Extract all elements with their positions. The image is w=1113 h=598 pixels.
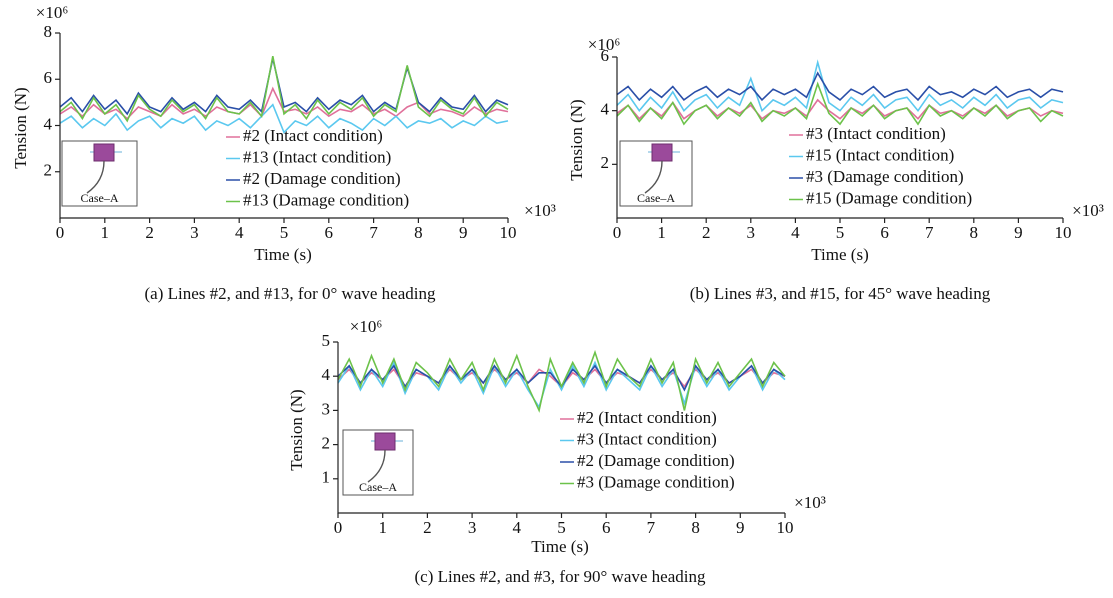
y-tick-label: 2 [322, 434, 331, 453]
y-axis-label: Tension (N) [567, 99, 586, 180]
x-tick-label: 1 [657, 223, 666, 242]
legend-label: #3 (Damage condition) [577, 472, 735, 491]
x-tick-label: 4 [235, 223, 244, 242]
inset-mooring [644, 160, 663, 194]
x-tick-label: 10 [500, 223, 517, 242]
y-multiplier: ×10⁶ [36, 3, 69, 22]
x-tick-label: 5 [557, 518, 566, 537]
legend-label: #13 (Damage condition) [243, 190, 409, 209]
x-tick-label: 7 [647, 518, 656, 537]
y-tick-label: 1 [322, 468, 331, 487]
y-tick-label: 4 [44, 114, 53, 133]
x-tick-label: 1 [378, 518, 387, 537]
legend-label: #2 (Damage condition) [243, 169, 401, 188]
x-tick-label: 3 [747, 223, 756, 242]
x-multiplier: ×10³ [524, 201, 556, 220]
y-tick-label: 5 [322, 331, 331, 350]
inset-platform [651, 143, 673, 162]
x-tick-label: 8 [691, 518, 700, 537]
inset-label: Case–A [359, 480, 397, 494]
legend-label: #2 (Intact condition) [243, 126, 383, 145]
y-multiplier: ×10⁶ [350, 317, 383, 336]
series-line [59, 55, 509, 123]
x-multiplier: ×10³ [1072, 201, 1104, 220]
y-tick-label: 6 [44, 68, 53, 87]
legend-label: #15 (Intact condition) [806, 145, 954, 164]
legend-label: #3 (Intact condition) [806, 124, 946, 143]
x-tick-label: 8 [970, 223, 979, 242]
x-tick-label: 9 [736, 518, 745, 537]
x-axis-label: Time (s) [254, 245, 311, 264]
x-tick-label: 10 [1055, 223, 1072, 242]
y-tick-label: 4 [601, 100, 610, 119]
x-tick-label: 7 [369, 223, 378, 242]
x-tick-label: 9 [1014, 223, 1023, 242]
legend-label: #3 (Intact condition) [577, 429, 717, 448]
inset-label: Case–A [637, 191, 675, 205]
series-line [616, 59, 1064, 113]
x-tick-label: 2 [423, 518, 432, 537]
series-line [59, 58, 509, 116]
x-axis-label: Time (s) [531, 537, 588, 556]
y-tick-label: 2 [601, 153, 610, 172]
x-tick-label: 5 [280, 223, 289, 242]
inset-platform [93, 143, 115, 162]
y-multiplier: ×10⁶ [588, 35, 621, 54]
series-line [616, 81, 1064, 126]
x-tick-label: 3 [190, 223, 199, 242]
x-tick-label: 0 [56, 223, 65, 242]
legend-label: #3 (Damage condition) [806, 167, 964, 186]
legend-label: #13 (Intact condition) [243, 147, 391, 166]
x-tick-label: 4 [791, 223, 800, 242]
x-tick-label: 2 [145, 223, 154, 242]
series-line [616, 71, 1064, 102]
x-tick-label: 6 [880, 223, 889, 242]
y-tick-label: 4 [322, 365, 331, 384]
y-tick-label: 2 [44, 161, 53, 180]
x-tick-label: 4 [513, 518, 522, 537]
x-tick-label: 0 [334, 518, 343, 537]
y-tick-label: 8 [44, 22, 53, 41]
inset-mooring [367, 449, 386, 483]
y-tick-label: 6 [601, 46, 610, 65]
x-tick-label: 9 [459, 223, 468, 242]
y-tick-label: 3 [322, 399, 331, 418]
y-axis-label: Tension (N) [287, 389, 306, 470]
x-tick-label: 8 [414, 223, 423, 242]
series-line [337, 360, 786, 409]
legend-label: #2 (Damage condition) [577, 451, 735, 470]
x-tick-label: 6 [325, 223, 334, 242]
legend-label: #2 (Intact condition) [577, 408, 717, 427]
caption: (a) Lines #2, and #13, for 0° wave headi… [145, 284, 436, 303]
x-tick-label: 2 [702, 223, 711, 242]
x-tick-label: 10 [777, 518, 794, 537]
y-axis-label: Tension (N) [11, 87, 30, 168]
x-tick-label: 1 [101, 223, 110, 242]
x-tick-label: 5 [836, 223, 845, 242]
x-tick-label: 0 [613, 223, 622, 242]
x-tick-label: 3 [468, 518, 477, 537]
x-tick-label: 6 [602, 518, 611, 537]
x-multiplier: ×10³ [794, 493, 826, 512]
x-axis-label: Time (s) [811, 245, 868, 264]
caption: (c) Lines #2, and #3, for 90° wave headi… [415, 567, 706, 586]
caption: (b) Lines #3, and #15, for 45° wave head… [690, 284, 991, 303]
legend-label: #15 (Damage condition) [806, 188, 972, 207]
series-line [337, 349, 786, 413]
series-line [616, 98, 1064, 120]
x-tick-label: 7 [925, 223, 934, 242]
inset-label: Case–A [81, 191, 119, 205]
inset-mooring [86, 160, 105, 194]
inset-platform [374, 432, 396, 451]
series-line [337, 368, 786, 388]
series-line [59, 103, 509, 134]
